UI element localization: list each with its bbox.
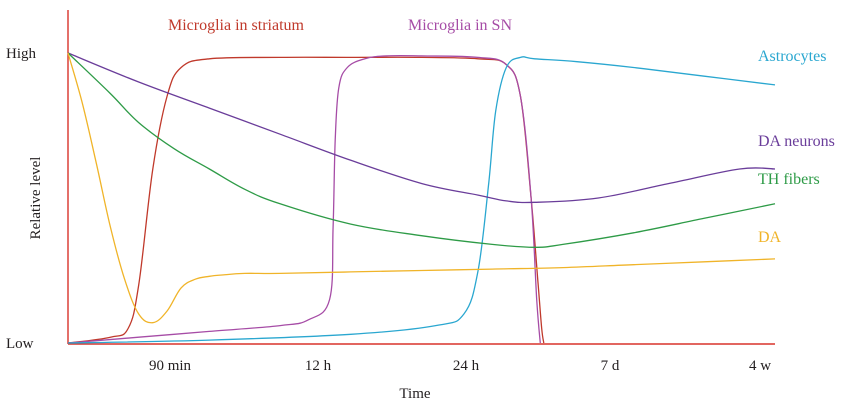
series-label: Microglia in SN (408, 17, 512, 34)
y-tick-labels: Low High (6, 46, 37, 352)
series-label: Astrocytes (758, 48, 826, 65)
series-labels: Microglia in striatum Microglia in SN Astr… (168, 17, 835, 246)
series-label: TH fibers (758, 171, 820, 188)
axes (67, 10, 775, 345)
series-line-microglia-in-sn (67, 54, 541, 344)
x-axis-label: Time (399, 386, 430, 402)
series-line-th-fibers (67, 52, 776, 248)
x-tick-label: 7 d (601, 358, 620, 374)
x-tick-label: 12 h (305, 358, 332, 374)
series-label: DA neurons (758, 133, 835, 150)
series-line-da (67, 52, 776, 324)
x-tick-label: 90 min (149, 358, 192, 374)
series-line-astrocytes (67, 56, 776, 344)
x-tick-label: 4 w (749, 358, 771, 374)
series-line-microglia-in-striatum (67, 56, 545, 344)
x-tick-label: 24 h (453, 358, 480, 374)
series-lines (67, 52, 776, 344)
x-tick-labels: 90 min 12 h 24 h 7 d 4 w (149, 358, 771, 374)
series-label: DA (758, 229, 782, 246)
series-label: Microglia in striatum (168, 17, 305, 34)
y-axis-label: Relative level (28, 157, 44, 240)
series-line-da-neurons (67, 52, 776, 204)
y-tick-label: Low (6, 336, 34, 352)
y-tick-label: High (6, 46, 37, 62)
